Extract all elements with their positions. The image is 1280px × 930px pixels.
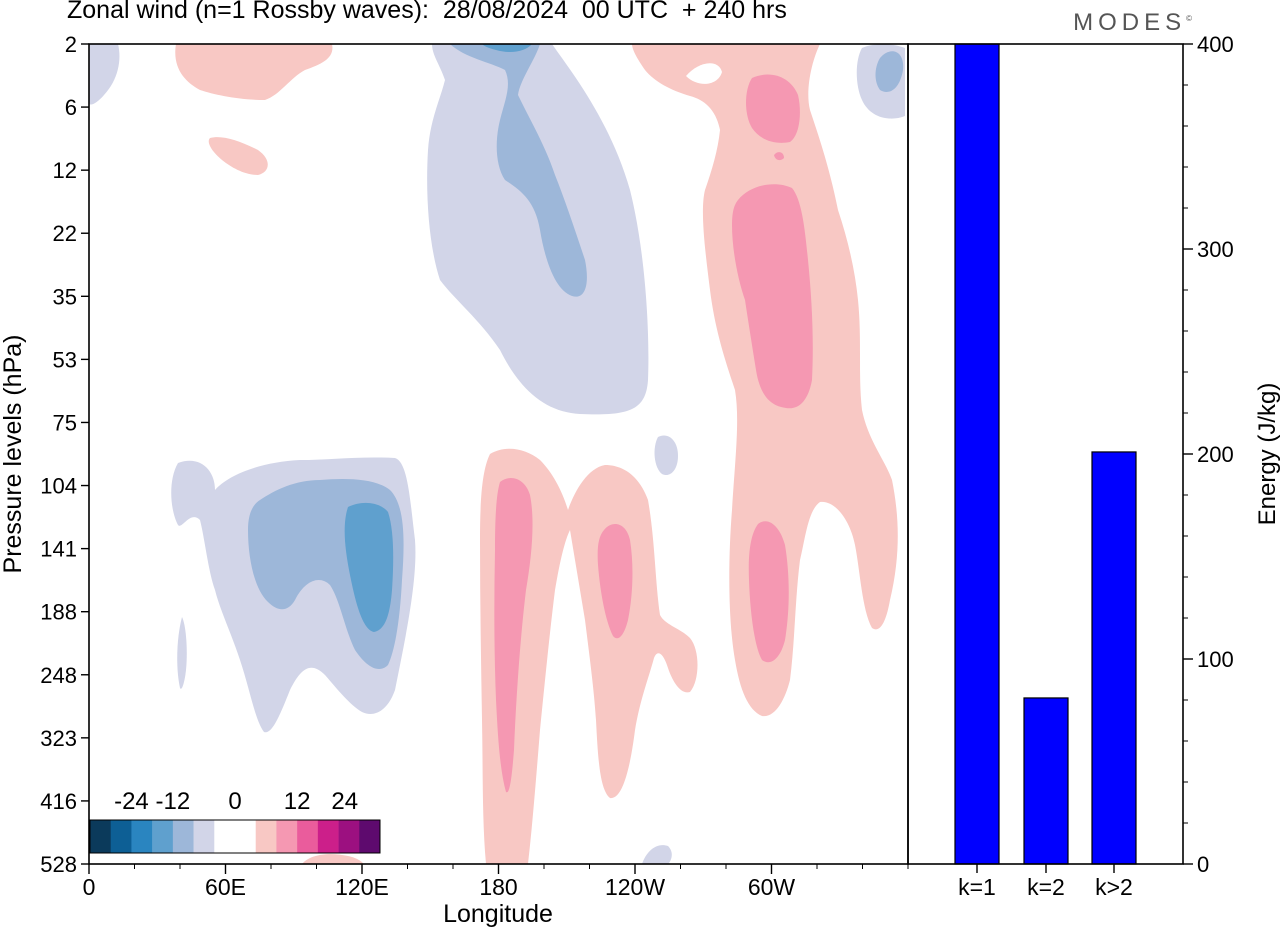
contour-pos-right-mid-upper [746,74,800,143]
y-tick-label: 12 [53,158,77,183]
y-tick-label: 53 [53,347,77,372]
colorbar-swatch [131,820,153,853]
contour-pos-small-left [208,137,268,175]
colorbar-swatch [338,820,360,853]
y-tick-label: 6 [65,95,77,120]
bar-y-tick-label: 400 [1197,32,1234,57]
negative-anomaly-regions [89,44,905,864]
y-tick-label: 2 [65,32,77,57]
bar-x-tick-label: k=1 [958,874,996,900]
colorbar-swatch [276,820,298,853]
energy-bar-panel: k=1 k=2 k>2 0 100 200 300 400 Energy (J/kg) [907,32,1280,900]
contour-neg-lower-dark [344,502,394,632]
brand-logo: MODES© [1073,9,1192,37]
x-tick-label: 120W [605,874,665,900]
colorbar-label: -12 [156,788,191,815]
colorbar-swatch [359,820,381,853]
contour-neg-upper-mid [450,44,587,297]
y-tick-label: 188 [40,600,77,625]
colorbar-label: -24 [114,788,149,815]
contour-pos-top-left [175,44,333,100]
contour-pos-lower-mid-left [494,478,533,793]
contour-neg-upper-light [427,44,649,415]
y-tick-label: 323 [40,726,77,751]
contour-neg-bottom [642,845,672,864]
contour-pos-right-dot [774,152,784,161]
colorbar-swatch [90,820,112,853]
bar-y-tick-label: 300 [1197,237,1234,262]
contour-pos-right-mid-center [732,184,813,409]
chart-title: Zonal wind (n=1 Rossby waves): 28/08/202… [67,0,787,24]
contour-pos-bottom [302,854,364,864]
bar-y-tick-label: 0 [1197,852,1209,877]
colorbar-swatch [193,820,215,853]
x-axis: 0 60E 120E 180 120W 60W [83,864,909,900]
y-tick-label: 22 [53,221,77,246]
x-tick-label: 60W [748,874,796,900]
y-tick-label: 248 [40,663,77,688]
colorbar-swatch [297,820,319,853]
clear-inset [686,63,722,84]
bar-x-tick-label: k=2 [1027,874,1065,900]
contour-neg-topright-mid [875,51,904,92]
colorbar-swatch [235,820,257,853]
colorbar-swatch [255,820,277,853]
colorbar: -24 -12 0 12 24 [89,788,381,854]
positive-anomaly-regions [175,44,898,864]
bar-x-tick-label: k>2 [1095,874,1133,900]
x-tick-label: 60E [205,874,246,900]
y-tick-label: 416 [40,789,77,814]
x-tick-label: 120E [335,874,389,900]
brand-text: MODES [1073,9,1187,36]
y-tick-label: 141 [40,537,77,562]
contour-neg-small-left [177,617,187,689]
contour-pos-lower-light [480,448,698,864]
bar-y-axis: 0 100 200 300 400 [1183,32,1234,877]
colorbar-label: 24 [331,788,358,815]
y-axis: 2 6 12 22 35 53 75 104 141 188 248 323 416 528 [40,32,89,877]
y-tick-label: 35 [53,284,77,309]
bar-k>2 [1091,451,1137,865]
heatmap-panel: -24 -12 0 12 24 0 60E 120E 180 120W 60W 2 6 12 22 35 5… [0,32,909,928]
bar-y-tick-label: 100 [1197,647,1234,672]
contour-pos-lower-mid-right [597,524,633,639]
contour-neg-small-mid [654,435,678,476]
colorbar-swatch [172,820,194,853]
bar-k=2 [1023,697,1069,865]
colorbar-label: 12 [284,788,311,815]
y-tick-label: 528 [40,852,77,877]
colorbar-frame [89,819,381,854]
x-axis-label: Longitude [443,900,553,928]
contour-neg-upper-dark [482,44,532,52]
x-tick-label: 180 [479,874,517,900]
y-axis-label: Pressure levels (hPa) [0,335,27,574]
brand-mark: © [1186,14,1192,23]
contour-neg-topleft [89,44,120,105]
colorbar-swatch [317,820,339,853]
colorbar-label: 0 [228,788,241,815]
x-tick-label: 0 [83,874,96,900]
bar-y-axis-label: Energy (J/kg) [1254,383,1280,526]
bar-x-axis: k=1 k=2 k>2 [958,864,1133,900]
y-tick-label: 104 [40,474,77,499]
contour-pos-right-mid-lower [748,521,789,663]
colorbar-swatch [214,820,236,853]
y-tick-label: 75 [53,410,77,435]
bar-y-tick-label: 200 [1197,442,1234,467]
colorbar-swatch [110,820,132,853]
bar-k=1 [954,43,1000,865]
colorbar-swatch [152,820,174,853]
